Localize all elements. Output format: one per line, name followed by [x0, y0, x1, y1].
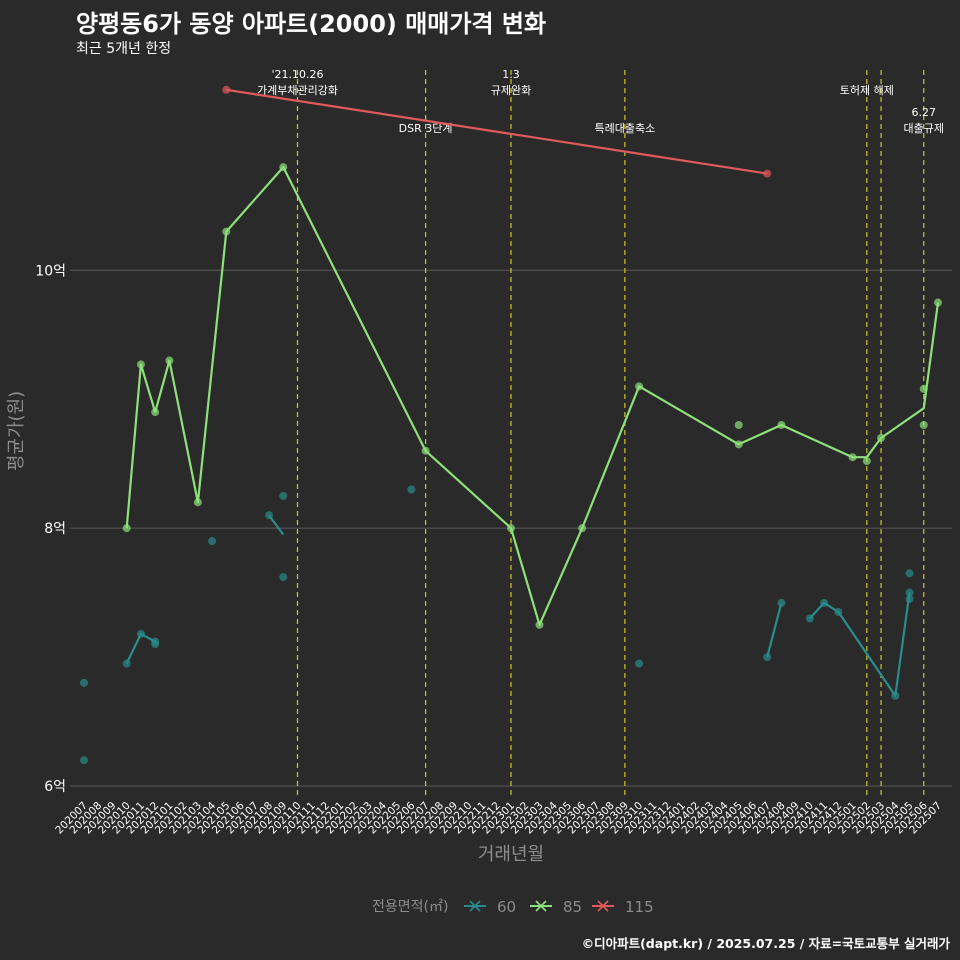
- series-60-point: [279, 573, 288, 582]
- event-label: DSR 3단계: [399, 122, 453, 135]
- series-85-point: [136, 360, 145, 369]
- series-60-point: [80, 756, 88, 765]
- legend-key-mark: [597, 900, 609, 912]
- legend-item-60: 60: [464, 898, 516, 916]
- series-60-point: [905, 569, 914, 578]
- chart-title: 양평동6가 동양 아파트(2000) 매매가격 변화: [76, 10, 547, 38]
- series-60-point: [122, 659, 131, 668]
- series-60-line: [125, 632, 156, 664]
- series-85-point: [222, 227, 231, 236]
- series-60-point: [279, 491, 288, 500]
- series-60-point: [407, 485, 416, 494]
- y-tick-label: 8억: [44, 521, 66, 537]
- series-85-point: [777, 421, 786, 429]
- series-85-point: [578, 524, 587, 533]
- series-60-point: [635, 659, 644, 668]
- series-85-point: [734, 421, 743, 429]
- series-85-point: [919, 421, 928, 429]
- chart-subtitle: 최근 5개년 한정: [76, 41, 172, 57]
- series-85-point: [193, 498, 202, 507]
- event-label: 6.27: [912, 106, 937, 119]
- series-85-point: [734, 440, 743, 449]
- series-115-point: [763, 169, 772, 178]
- legend-label: 115: [625, 898, 654, 916]
- series-85-line: [125, 166, 940, 626]
- series-60-point: [136, 629, 145, 638]
- series-85-point: [535, 620, 544, 629]
- series-60-point: [265, 511, 274, 520]
- event-label: 대출규제: [904, 122, 944, 135]
- series-60-line: [809, 592, 911, 697]
- series-60-point: [763, 653, 772, 662]
- series-60-point: [834, 607, 843, 616]
- series-60-line: [268, 514, 285, 536]
- chart-caption: ©디아파트(dapt.kr) / 2025.07.25 / 자료=국토교통부 실…: [581, 936, 950, 951]
- series-85-point: [635, 382, 644, 391]
- y-tick-label: 10억: [35, 263, 66, 279]
- x-axis-title: 거래년월: [478, 844, 544, 865]
- series-60-point: [80, 678, 88, 687]
- series-85-point: [877, 433, 886, 442]
- event-label: 1.3: [502, 68, 520, 81]
- legend-title: 전용면적(㎡): [372, 899, 448, 915]
- y-axis-title: 평균가(원): [6, 391, 27, 471]
- series-85-point: [848, 453, 857, 462]
- series-60-point: [820, 598, 829, 607]
- series-115-line: [226, 88, 768, 175]
- legend-key-mark: [469, 900, 481, 912]
- y-tick-label: 6억: [44, 779, 66, 795]
- series-60-point: [208, 537, 217, 546]
- event-label: 규제완화: [491, 84, 531, 97]
- series-85-point: [421, 446, 430, 455]
- series-60-point: [805, 614, 814, 623]
- event-label: 특례대출축소: [594, 122, 655, 135]
- legend-label: 60: [497, 898, 516, 916]
- legend-item-85: 85: [530, 898, 582, 916]
- event-label: 토허제 해제: [840, 83, 894, 97]
- series-60-point: [891, 691, 900, 700]
- series-60-point: [905, 595, 914, 604]
- series-85-point: [279, 163, 288, 172]
- series-85-point: [122, 524, 131, 533]
- series-60-line: [766, 602, 783, 658]
- event-label: 가계부채관리강화: [257, 84, 338, 97]
- legend-key-mark: [535, 900, 547, 912]
- legend-item-115: 115: [592, 898, 654, 916]
- legend-label: 85: [563, 898, 582, 916]
- event-label: '21.10.26: [271, 68, 323, 81]
- series-60-point: [151, 637, 160, 646]
- series-85-point: [919, 384, 928, 393]
- series-115-point: [222, 85, 231, 94]
- series-85-point: [862, 457, 871, 466]
- series-85-point: [165, 356, 174, 365]
- series-85-point: [934, 298, 942, 307]
- series-85-point: [151, 408, 160, 417]
- series-60-point: [905, 588, 914, 597]
- series-60-point: [777, 598, 786, 607]
- series-85-point: [507, 524, 515, 533]
- legend: 전용면적(㎡) 60 85 115: [372, 898, 654, 916]
